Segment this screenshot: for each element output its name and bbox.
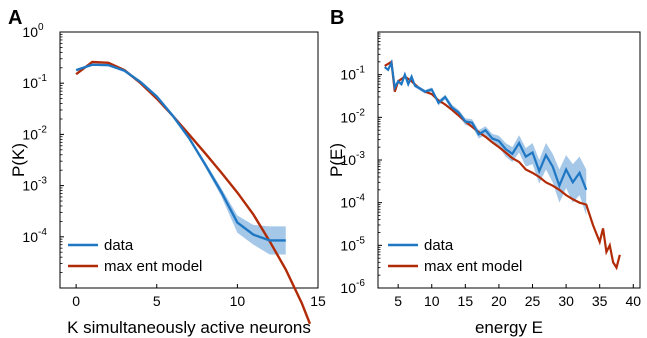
legend-b-model-label: max ent model <box>424 258 522 275</box>
panel-b-label: B <box>330 7 344 29</box>
y-tick-label: 10 -3 <box>340 150 365 168</box>
x-axis-label-a: K simultaneously active neurons <box>67 318 311 337</box>
x-tick-label: 30 <box>558 293 574 309</box>
y-tick-base: 10 <box>22 24 38 40</box>
y-tick-base: 10 <box>22 229 38 245</box>
legend-a-data-label: data <box>104 237 134 254</box>
data-confidence-band-a <box>76 63 286 255</box>
y-tick-label: 10 -2 <box>340 107 365 125</box>
x-tick-label: 20 <box>491 293 507 309</box>
x-tick-label: 15 <box>458 293 474 309</box>
plot-b-frame <box>377 31 641 289</box>
y-tick-label: 10 -1 <box>22 73 47 91</box>
y-tick-exponent: -2 <box>38 124 47 135</box>
y-tick-exponent: -1 <box>356 65 365 76</box>
data-line-b <box>384 58 588 191</box>
y-tick-exponent: -2 <box>356 107 365 118</box>
legend-b-data-label: data <box>424 237 454 254</box>
y-tick-base: 10 <box>22 126 38 142</box>
y-tick-label: 10 -3 <box>22 176 47 194</box>
y-axis-label-b: P(E) <box>327 143 346 177</box>
y-tick-exponent: -1 <box>38 73 47 84</box>
x-tick-label: 5 <box>153 293 161 309</box>
x-axis-label-b: energy E <box>475 318 543 337</box>
x-tick-label: 35 <box>592 293 608 309</box>
y-tick-label: 10 -1 <box>340 65 365 83</box>
y-tick-exponent: 0 <box>38 22 44 33</box>
data-line-a <box>75 63 286 242</box>
y-tick-exponent: -3 <box>356 150 365 161</box>
y-tick-exponent: -6 <box>356 278 365 289</box>
model-line-b <box>384 59 621 271</box>
y-tick-base: 10 <box>22 75 38 91</box>
y-tick-base: 10 <box>340 67 356 83</box>
x-tick-label: 40 <box>625 293 641 309</box>
y-tick-exponent: -3 <box>38 176 47 187</box>
legend-b: data max ent model <box>388 237 522 275</box>
legend-a: data max ent model <box>68 237 202 275</box>
legend-a-model-label: max ent model <box>104 258 202 275</box>
y-tick-base: 10 <box>340 152 356 168</box>
x-tick-label: 10 <box>424 293 440 309</box>
x-tick-label: 10 <box>230 293 246 309</box>
y-tick-exponent: -4 <box>356 193 365 204</box>
x-tick-label: 0 <box>72 293 80 309</box>
y-tick-exponent: -5 <box>356 235 365 246</box>
x-tick-label: 15 <box>310 293 326 309</box>
x-tick-label: 25 <box>525 293 541 309</box>
plot-a-frame <box>59 31 319 289</box>
y-tick-label: 10 -2 <box>22 124 47 142</box>
y-tick-label: 10 -6 <box>340 278 365 296</box>
y-tick-base: 10 <box>22 178 38 194</box>
y-tick-label: 10 -5 <box>340 235 365 253</box>
y-tick-base: 10 <box>340 280 356 296</box>
x-tick-label: 5 <box>394 293 402 309</box>
y-tick-label: 10 -4 <box>22 227 47 245</box>
y-tick-label: 10 -4 <box>340 193 365 211</box>
y-tick-base: 10 <box>340 237 356 253</box>
y-tick-label: 10 0 <box>22 22 44 40</box>
y-tick-base: 10 <box>340 195 356 211</box>
y-axis-label-a: P(K) <box>9 143 28 177</box>
y-tick-base: 10 <box>340 109 356 125</box>
panel-a-label: A <box>8 7 22 29</box>
model-line-a <box>75 60 312 325</box>
y-tick-exponent: -4 <box>38 227 47 238</box>
